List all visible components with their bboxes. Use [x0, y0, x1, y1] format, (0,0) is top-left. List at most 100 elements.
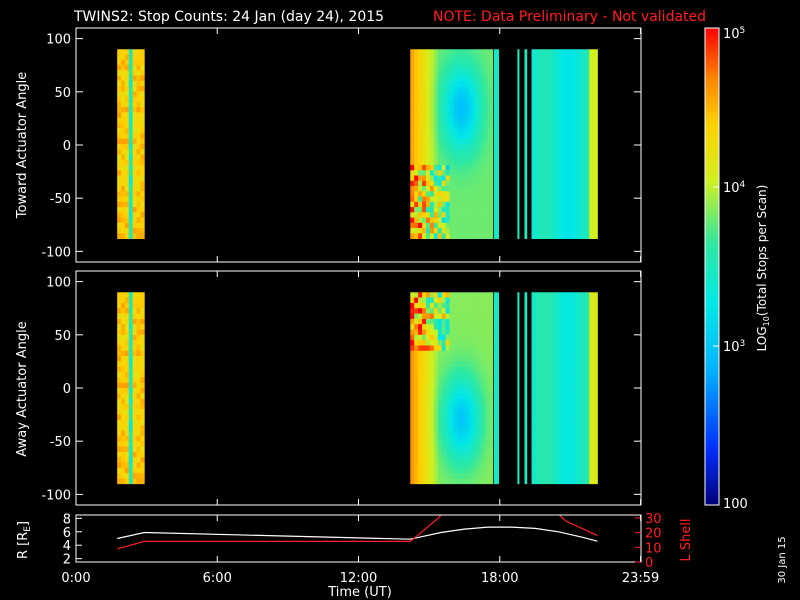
heatmap-cell	[140, 65, 145, 71]
heatmap-cell	[132, 222, 137, 229]
heatmap-cell	[476, 313, 482, 320]
heatmap-cell	[585, 409, 590, 415]
heatmap-cell	[539, 435, 545, 442]
heatmap-cell	[449, 345, 454, 352]
heatmap-cell	[132, 107, 137, 113]
heatmap-cell	[585, 425, 590, 431]
heatmap-cell	[589, 473, 594, 479]
heatmap-cell	[429, 340, 435, 346]
heatmap-cell	[465, 457, 470, 463]
heatmap-cell	[441, 329, 446, 336]
heatmap-cell	[124, 186, 130, 192]
heatmap-cell	[121, 233, 126, 239]
heatmap-cell	[132, 297, 137, 304]
heatmap-cell	[517, 361, 520, 368]
heatmap-cell	[465, 180, 470, 187]
heatmap-cell	[449, 366, 454, 373]
heatmap-cell	[548, 101, 553, 108]
heatmap-cell	[480, 308, 486, 314]
heatmap-cell	[469, 308, 474, 314]
heatmap-cell	[493, 117, 499, 124]
heatmap-cell	[121, 143, 126, 150]
heatmap-cell	[457, 65, 462, 71]
heatmap-cell	[552, 207, 557, 213]
heatmap-cell	[410, 302, 415, 309]
heatmap-cell	[580, 80, 586, 87]
heatmap-cell	[121, 75, 126, 82]
heatmap-cell	[132, 164, 137, 171]
heatmap-cell	[524, 196, 528, 203]
heatmap-cell	[453, 308, 458, 314]
heatmap-cell	[461, 196, 466, 203]
heatmap-cell	[548, 154, 553, 161]
heatmap-cell	[548, 59, 553, 66]
heatmap-cell	[437, 186, 443, 192]
heatmap-cell	[445, 430, 450, 437]
heatmap-cell	[453, 201, 458, 208]
heatmap-cell	[461, 222, 466, 229]
heatmap-cell	[535, 133, 541, 140]
heatmap-cell	[576, 191, 582, 197]
heatmap-cell	[564, 435, 570, 442]
heatmap-cell	[543, 170, 549, 176]
heatmap-cell	[461, 356, 466, 362]
heatmap-cell	[568, 133, 574, 140]
heatmap-cell	[437, 65, 443, 71]
heatmap-cell	[140, 393, 145, 400]
heatmap-cell	[453, 441, 458, 447]
heatmap-cell	[124, 393, 130, 400]
heatmap-cell	[457, 308, 462, 314]
heatmap-cell	[589, 75, 594, 82]
heatmap-cell	[422, 217, 427, 224]
heatmap-cell	[585, 382, 590, 389]
heatmap-cell	[132, 372, 137, 378]
heatmap-cell	[585, 419, 590, 426]
heatmap-cell	[433, 207, 439, 213]
heatmap-cell	[524, 80, 528, 87]
heatmap-cell	[132, 334, 137, 341]
heatmap-cell	[560, 446, 565, 453]
heatmap-cell	[480, 414, 486, 421]
heatmap-cell	[418, 107, 423, 113]
heatmap-cell	[589, 329, 594, 336]
heatmap-cell	[593, 212, 598, 218]
heatmap-cell	[465, 462, 470, 469]
heatmap-cell	[589, 356, 594, 362]
heatmap-cell	[449, 377, 454, 384]
heatmap-cell	[422, 70, 427, 76]
heatmap-cell	[449, 451, 454, 458]
heatmap-cell	[476, 217, 482, 224]
heatmap-cell	[576, 112, 582, 119]
heatmap-cell	[121, 175, 126, 182]
heatmap-cell	[128, 138, 134, 145]
heatmap-cell	[576, 164, 582, 171]
heatmap-cell	[552, 133, 557, 140]
heatmap-cell	[449, 86, 454, 92]
heatmap-cell	[414, 324, 419, 330]
heatmap-cell	[121, 191, 126, 197]
heatmap-cell	[585, 101, 590, 108]
heatmap-cell	[493, 329, 499, 336]
heatmap-cell	[539, 446, 545, 453]
heatmap-cell	[493, 175, 499, 182]
heatmap-cell	[535, 430, 541, 437]
heatmap-cell	[535, 159, 541, 166]
heatmap-cell	[140, 49, 145, 55]
heatmap-cell	[493, 435, 499, 442]
heatmap-cell	[580, 382, 586, 389]
heatmap-cell	[124, 302, 130, 309]
heatmap-cell	[568, 75, 574, 82]
heatmap-cell	[457, 409, 462, 415]
heatmap-cell	[422, 340, 427, 346]
heatmap-cell	[140, 313, 145, 320]
heatmap-cell	[560, 107, 565, 113]
heatmap-cell	[121, 207, 126, 213]
heatmap-cell	[465, 191, 470, 197]
heatmap-cell	[117, 217, 122, 224]
heatmap-cell	[576, 467, 582, 474]
heatmap-cell	[524, 133, 528, 140]
heatmap-cell	[535, 446, 541, 453]
heatmap-cell	[493, 292, 499, 298]
heatmap-cell	[121, 159, 126, 166]
heatmap-cell	[572, 462, 578, 469]
